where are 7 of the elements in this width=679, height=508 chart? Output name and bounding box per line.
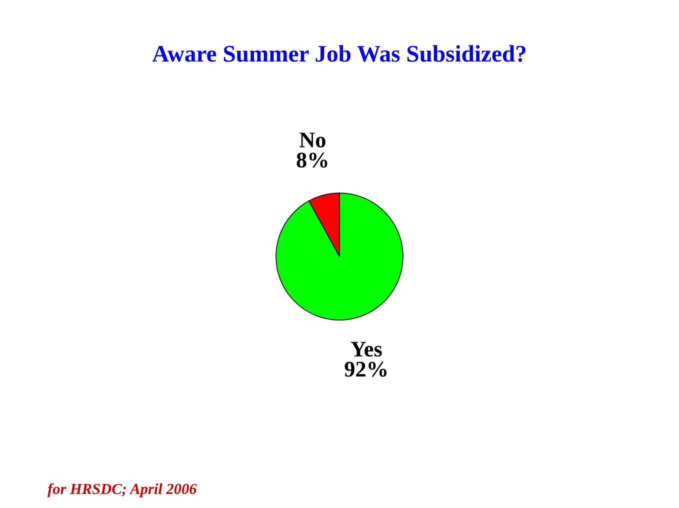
slice-label: No — [300, 132, 326, 148]
slice-label: Yes — [350, 342, 382, 357]
data-label: 8% — [296, 152, 328, 168]
chart-title: Aware Summer Job Was Subsidized? — [152, 45, 526, 62]
pie-slice — [276, 192, 404, 320]
text: for HRSDC; April 2006 — [48, 483, 197, 498]
data-label: 92% — [344, 362, 386, 377]
